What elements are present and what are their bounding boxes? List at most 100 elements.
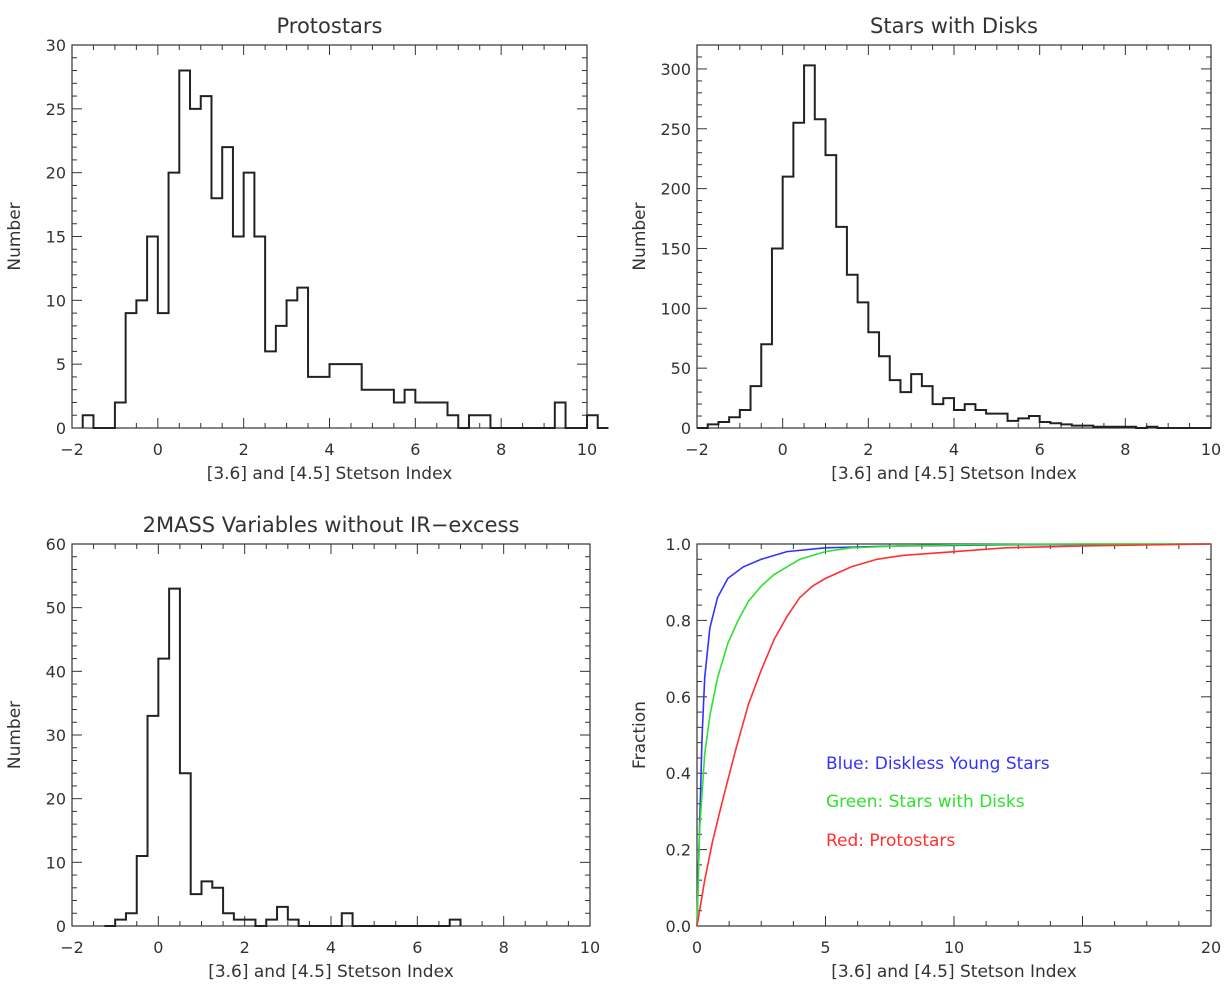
histogram-bar (1115, 427, 1126, 428)
histogram-bar (793, 123, 804, 428)
histogram-bar (287, 300, 298, 428)
histogram-bar (244, 173, 255, 428)
x-tick-label: −2 (685, 440, 709, 459)
histogram-bar (211, 198, 222, 428)
histogram-bar (900, 392, 911, 428)
x-axis-label: [3.6] and [4.5] Stetson Index (831, 962, 1077, 982)
histogram-bar (772, 248, 783, 428)
histogram-bar (1125, 427, 1136, 428)
histogram-bar (245, 920, 256, 926)
histogram-bar (437, 402, 448, 428)
histogram-bar (426, 402, 437, 428)
histogram-bar (858, 302, 869, 428)
histogram-bar (223, 913, 234, 926)
histogram-bar (201, 96, 212, 428)
y-tick-label: 0 (56, 419, 66, 438)
histogram-bar (555, 402, 566, 428)
histogram-bar (1018, 418, 1029, 428)
histogram-bar (450, 920, 461, 926)
histogram-bar (342, 913, 353, 926)
chart-panel-4: 0 5 10 15 20 0.0 0.2 0.4 0.6 0.8 1.0 [3.6] and [4.5… (630, 535, 1221, 982)
histogram-bar (233, 237, 244, 429)
histogram-bar (83, 415, 94, 428)
x-tick-label: 8 (496, 440, 506, 459)
histogram-bar (383, 390, 394, 428)
x-tick-label: −2 (60, 440, 84, 459)
histogram-bar (480, 415, 491, 428)
histogram-bar (1008, 421, 1019, 428)
histogram-bar (965, 404, 976, 428)
histogram-bar (879, 356, 890, 428)
histogram-bar (202, 881, 213, 926)
y-tick-label: 200 (660, 180, 691, 199)
histogram-bar (826, 155, 837, 428)
y-tick-label: 50 (671, 359, 691, 378)
y-tick-label: 0.6 (666, 688, 691, 707)
histogram-bar (911, 374, 922, 428)
y-tick-label: 30 (46, 726, 66, 745)
histogram-bar (115, 402, 126, 428)
histogram-bar (276, 326, 287, 428)
y-axis-label: Fraction (630, 701, 650, 769)
histogram-bar (234, 920, 245, 926)
x-tick-label: 10 (1201, 440, 1221, 459)
x-axis-label: [3.6] and [4.5] Stetson Index (207, 464, 453, 484)
histogram-bar (180, 773, 191, 926)
y-tick-label: 250 (660, 120, 691, 139)
chart-panel-1: −2 0 2 4 6 8 10 0 5 10 15 20 25 30 Protostars [3.6] and… (5, 14, 609, 484)
y-tick-label: 300 (660, 60, 691, 79)
x-tick-label: 5 (820, 938, 830, 957)
x-tick-label: 20 (1201, 938, 1221, 957)
x-tick-label: 0 (153, 938, 163, 957)
y-tick-label: 0.4 (666, 764, 691, 783)
histogram-bar (330, 364, 341, 428)
x-tick-label: 0 (153, 440, 163, 459)
histogram-bar (126, 313, 137, 428)
chart-title: 2MASS Variables without IR−excess (143, 513, 520, 537)
histogram-bar (1040, 422, 1051, 428)
histogram-bar (191, 894, 202, 926)
y-tick-label: 10 (46, 853, 66, 872)
histogram-bar (708, 424, 719, 428)
x-tick-label: 10 (577, 440, 597, 459)
x-tick-label: 6 (1035, 440, 1045, 459)
histogram-bar (1050, 423, 1061, 428)
histogram-bar (868, 332, 879, 428)
x-tick-label: 2 (240, 938, 250, 957)
histogram-bar (212, 888, 223, 926)
histogram-bar (405, 390, 416, 428)
y-tick-label: 60 (46, 535, 66, 554)
histogram-bar (815, 119, 826, 428)
histogram-bar (372, 390, 383, 428)
histogram-bar (975, 410, 986, 428)
x-tick-label: 8 (499, 938, 509, 957)
histogram-bar (922, 386, 933, 428)
histogram-outline (104, 587, 462, 927)
y-tick-label: 0.2 (666, 841, 691, 860)
y-tick-label: 40 (46, 662, 66, 681)
histogram-outline (697, 64, 1211, 429)
histogram-bar (158, 313, 169, 428)
legend-annotation-1: Blue: Diskless Young Stars (826, 754, 1050, 774)
histogram-bar (308, 377, 319, 428)
y-tick-label: 5 (56, 355, 66, 374)
y-tick-label: 0.0 (666, 917, 691, 936)
x-tick-label: 6 (412, 938, 422, 957)
y-tick-label: 20 (46, 164, 66, 183)
x-tick-label: 4 (326, 938, 336, 957)
x-tick-label: 0 (778, 440, 788, 459)
x-tick-label: 15 (1072, 938, 1092, 957)
y-axis-label: Number (5, 701, 25, 769)
histogram-bar (222, 147, 233, 428)
x-tick-label: 2 (239, 440, 249, 459)
x-tick-label: 0 (692, 938, 702, 957)
histogram-bar (137, 856, 148, 926)
y-tick-label: 25 (46, 100, 66, 119)
histogram-bar (469, 415, 480, 428)
histogram-bar (933, 404, 944, 428)
legend-annotation-2: Green: Stars with Disks (826, 792, 1025, 812)
histogram-bar (783, 177, 794, 428)
histogram-bar (740, 410, 751, 428)
histogram-bar (836, 227, 847, 428)
